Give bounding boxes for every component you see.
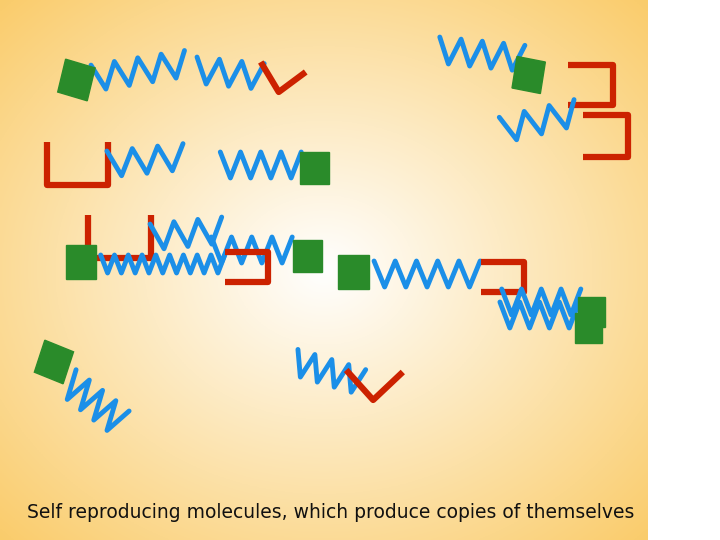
Polygon shape	[578, 297, 605, 327]
Polygon shape	[35, 340, 73, 384]
Polygon shape	[300, 152, 329, 184]
Polygon shape	[66, 245, 96, 279]
Polygon shape	[293, 240, 322, 272]
Polygon shape	[575, 313, 603, 343]
Polygon shape	[338, 255, 369, 289]
Text: Self reproducing molecules, which produce copies of themselves: Self reproducing molecules, which produc…	[27, 503, 634, 522]
Polygon shape	[58, 59, 95, 101]
Polygon shape	[512, 57, 545, 93]
